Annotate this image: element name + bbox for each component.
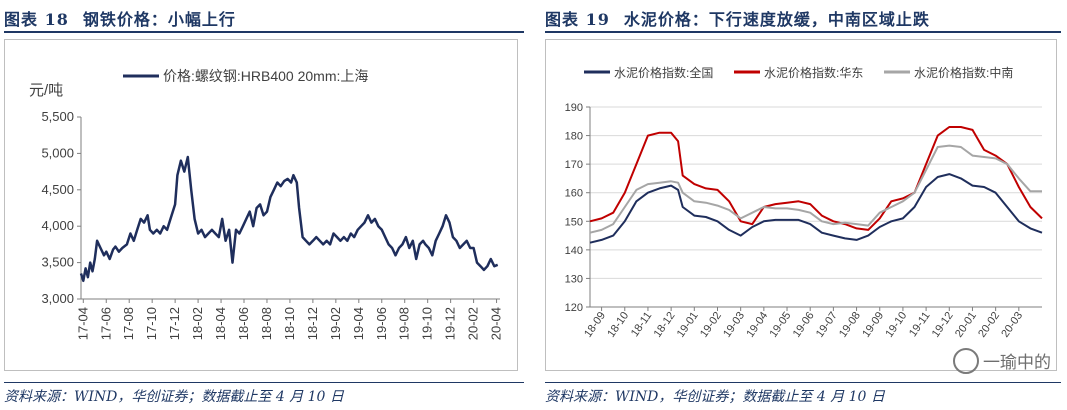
figure-19: 图表 19 水泥价格：下行速度放缓，中南区域止跌 120 130 140 150 160 1… <box>541 0 1067 410</box>
x-tick-label: 18-08 <box>259 307 274 340</box>
x-tick-label: 19-12 <box>930 310 956 340</box>
cement-price-chart: 12013014015016017018019018-0918-1018-111… <box>565 65 1043 340</box>
figure-19-caption: 水泥价格：下行速度放缓，中南区域止跌 <box>623 10 930 29</box>
steel-chart-frame: 3,000 3,500 4,000 4,500 5,000 5,500 17-04 17-06… <box>4 39 518 371</box>
x-tick-label: 19-02 <box>698 310 724 340</box>
x-tick-label: 18-12 <box>652 310 678 340</box>
figure-18-source: 资料来源：WIND，华创证券；数据截止至 4 月 10 日 <box>4 389 344 405</box>
y-tick-label: 3,000 <box>41 291 74 306</box>
x-tick-label: 18-06 <box>236 307 251 340</box>
watermark: 一瑜中的 <box>953 348 1051 376</box>
y-tick-label: 120 <box>565 302 583 314</box>
source-rule <box>4 382 524 383</box>
x-tick-label: 19-02 <box>328 307 343 340</box>
y-tick-label: 160 <box>565 188 583 200</box>
y-axis-label: 元/吨 <box>29 82 63 99</box>
x-tick-label: 19-10 <box>883 310 909 340</box>
y-tick-label: 150 <box>565 216 583 228</box>
x-tick-label: 19-03 <box>721 310 747 340</box>
legend-label: 价格:螺纹钢:HRB400 20mm:上海 <box>163 68 368 84</box>
y-tick-label: 130 <box>565 273 583 285</box>
figure-19-source: 资料来源：WIND，华创证券；数据截止至 4 月 10 日 <box>545 389 885 405</box>
title-rule <box>4 31 524 33</box>
wechat-icon <box>953 348 979 374</box>
x-tick-label: 18-10 <box>282 307 297 340</box>
source-rule <box>545 382 1061 383</box>
y-tick-label: 140 <box>565 245 583 257</box>
legend-label: 水泥价格指数:全国 <box>614 65 713 80</box>
x-tick-label: 19-10 <box>420 307 435 340</box>
legend-label: 水泥价格指数:华东 <box>764 65 863 80</box>
x-tick-label: 19-07 <box>814 310 840 340</box>
figure-19-number: 图表 19 <box>545 10 610 29</box>
x-tick-label: 17-10 <box>144 307 159 340</box>
figure-18-number: 图表 18 <box>4 10 69 29</box>
legend-label: 水泥价格指数:中南 <box>914 65 1013 80</box>
x-tick-label: 19-06 <box>374 307 389 340</box>
steel-price-chart: 3,000 3,500 4,000 4,500 5,000 5,500 17-04 17-06… <box>29 68 504 340</box>
x-tick-label: 17-06 <box>98 307 113 340</box>
x-tick-label: 19-05 <box>768 310 794 340</box>
x-tick-label: 18-12 <box>305 307 320 340</box>
x-tick-label: 19-01 <box>675 310 701 340</box>
x-tick-label: 18-04 <box>213 307 228 340</box>
x-tick-label: 19-09 <box>860 310 886 340</box>
figure-18: 图表 18 钢铁价格：小幅上行 3,000 3,500 4,000 4,500 5,000… <box>0 0 530 410</box>
x-tick-label: 18-10 <box>605 310 631 340</box>
x-tick-label: 17-08 <box>121 307 136 340</box>
x-tick-label: 20-02 <box>466 307 481 340</box>
y-tick-label: 4,000 <box>41 218 74 233</box>
series-line <box>79 155 499 283</box>
y-tick-label: 180 <box>565 131 583 143</box>
figure-18-title: 图表 18 钢铁价格：小幅上行 <box>4 6 250 30</box>
x-tick-label: 19-12 <box>443 307 458 340</box>
x-tick-label: 20-04 <box>489 307 504 340</box>
cement-chart-frame: 120 130 140 150 160 170 180 190 18-09 18-10 18-11 1… <box>545 39 1057 371</box>
x-tick-label: 19-06 <box>791 310 817 340</box>
x-tick-label: 20-01 <box>953 310 979 340</box>
x-tick-label: 19-08 <box>397 307 412 340</box>
figure-19-title: 图表 19 水泥价格：下行速度放缓，中南区域止跌 <box>545 6 944 30</box>
figure-18-caption: 钢铁价格：小幅上行 <box>82 10 236 29</box>
series-line <box>589 144 1042 234</box>
x-tick-label: 19-08 <box>837 310 863 340</box>
x-tick-label: 20-03 <box>999 310 1025 340</box>
y-tick-label: 190 <box>565 102 583 114</box>
y-tick-label: 5,000 <box>41 145 74 160</box>
y-tick-label: 5,500 <box>41 109 74 124</box>
series-line <box>589 173 1043 244</box>
watermark-text: 一瑜中的 <box>983 353 1051 373</box>
y-tick-label: 4,500 <box>41 182 74 197</box>
x-tick-label: 18-02 <box>190 307 205 340</box>
x-tick-label: 19-11 <box>907 310 933 339</box>
x-tick-label: 19-04 <box>351 307 366 340</box>
y-tick-label: 170 <box>565 159 583 171</box>
title-rule <box>545 31 1061 33</box>
x-tick-label: 17-12 <box>167 307 182 340</box>
x-tick-label: 20-02 <box>976 310 1002 340</box>
x-tick-label: 18-09 <box>582 310 608 340</box>
x-tick-label: 18-11 <box>629 310 655 339</box>
x-tick-label: 17-04 <box>75 307 90 340</box>
x-tick-label: 19-04 <box>744 310 770 340</box>
y-tick-label: 3,500 <box>41 255 74 270</box>
series-line <box>589 126 1043 231</box>
